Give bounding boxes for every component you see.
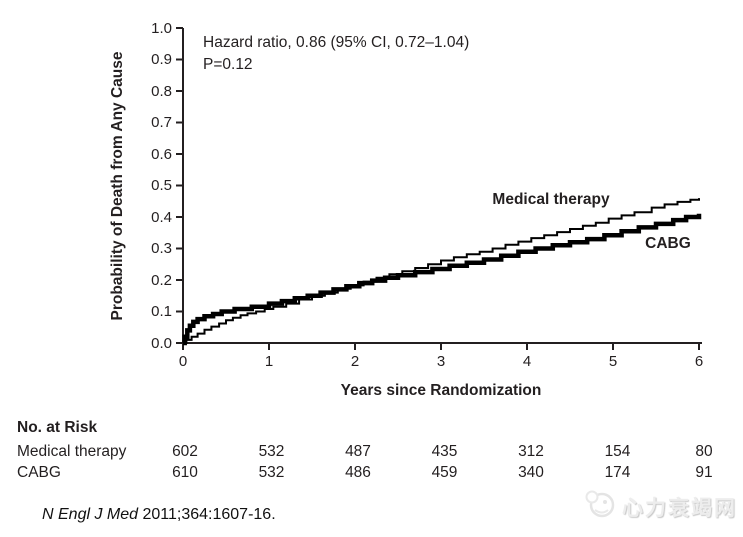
- y-tick-label: 0.7: [151, 114, 172, 131]
- at-risk-count: 486: [345, 464, 371, 481]
- at-risk-count: 435: [432, 443, 458, 460]
- at-risk-count: 459: [432, 464, 458, 481]
- x-tick-label: 3: [437, 353, 445, 370]
- x-tick-label: 0: [179, 353, 187, 370]
- at-risk-count: 532: [259, 443, 285, 460]
- at-risk-count: 610: [172, 464, 198, 481]
- medical-therapy-curve: [183, 198, 700, 344]
- at-risk-count: 312: [518, 443, 544, 460]
- at-risk-count: 91: [695, 464, 712, 481]
- y-tick-label: 0.4: [151, 209, 172, 226]
- at-risk-header: No. at Risk: [17, 419, 97, 436]
- axis-lines: [182, 28, 702, 344]
- y-tick-label: 1.0: [151, 20, 172, 37]
- p-value-annotation: P=0.12: [203, 56, 253, 73]
- y-tick-label: 0.5: [151, 177, 172, 194]
- at-risk-count: 340: [518, 464, 544, 481]
- x-axis-title: Years since Randomization: [341, 382, 542, 399]
- watermark-logo-icon: [581, 488, 617, 526]
- at-risk-count: 602: [172, 443, 198, 460]
- at-risk-count: 174: [605, 464, 631, 481]
- citation: N Engl J Med 2011;364:1607-16.: [42, 506, 276, 524]
- y-tick-label: 0.8: [151, 83, 172, 100]
- x-tick-label: 6: [695, 353, 703, 370]
- axis-ticks: [176, 27, 700, 350]
- watermark-text: 心力衰竭网: [622, 497, 737, 520]
- y-axis-title: Probability of Death from Any Cause: [109, 51, 126, 320]
- x-tick-label: 2: [351, 353, 359, 370]
- hazard-ratio-annotation: Hazard ratio, 0.86 (95% CI, 0.72–1.04): [203, 34, 469, 51]
- watermark: 心力衰竭网: [581, 488, 737, 526]
- y-tick-label: 0.9: [151, 51, 172, 68]
- y-tick-label: 0.1: [151, 303, 172, 320]
- at-risk-count: 154: [605, 443, 631, 460]
- citation-reference: 2011;364:1607-16.: [138, 506, 276, 523]
- at-risk-row-label-cabg: CABG: [17, 464, 61, 481]
- cabg-curve-label: CABG: [645, 235, 691, 252]
- citation-journal: N Engl J Med: [42, 506, 139, 523]
- y-tick-label: 0.2: [151, 272, 172, 289]
- y-tick-label: 0.3: [151, 240, 172, 257]
- x-tick-label: 1: [265, 353, 273, 370]
- y-tick-label: 0.6: [151, 146, 172, 163]
- medical-therapy-curve-label: Medical therapy: [492, 191, 610, 208]
- at-risk-count: 80: [695, 443, 713, 460]
- x-tick-label: 4: [523, 353, 531, 370]
- at-risk-row-label-medical-therapy: Medical therapy: [17, 443, 127, 460]
- at-risk-count: 532: [259, 464, 285, 481]
- cabg-curve: [182, 213, 702, 346]
- at-risk-count: 487: [345, 443, 371, 460]
- y-tick-label: 0.0: [151, 335, 172, 352]
- x-tick-label: 5: [609, 353, 617, 370]
